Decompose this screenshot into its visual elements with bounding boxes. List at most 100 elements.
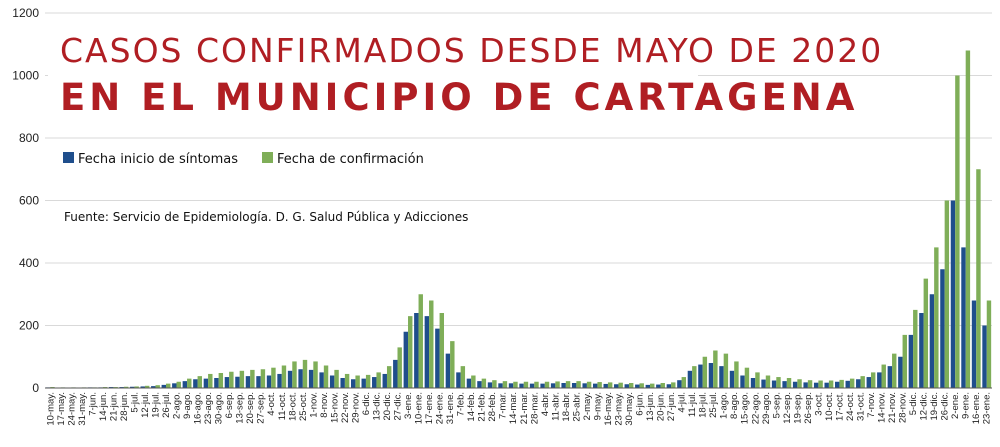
x-tick-label: 31-oct. xyxy=(855,392,866,421)
bar-confirmacion xyxy=(323,365,329,388)
x-tick-label: 3-oct. xyxy=(813,392,824,416)
x-tick-label: 9-ago. xyxy=(182,392,193,419)
x-tick-label: 27-dic. xyxy=(392,392,403,421)
bar-confirmacion xyxy=(723,353,729,389)
bar-sintomas xyxy=(508,383,514,388)
bar-sintomas xyxy=(719,366,724,389)
x-tick-label: 15-nov. xyxy=(329,392,340,423)
bar-sintomas xyxy=(877,372,882,389)
bar-confirmacion xyxy=(281,365,287,388)
x-tick-label: 10-ene. xyxy=(414,392,425,424)
bar-confirmacion xyxy=(155,385,160,388)
bar-confirmacion xyxy=(860,376,865,389)
y-tick-label: 0 xyxy=(32,381,39,395)
bar-confirmacion xyxy=(650,383,655,389)
legend-swatch-sintomas xyxy=(63,152,74,163)
bar-confirmacion xyxy=(955,75,960,388)
bar-sintomas xyxy=(645,384,651,389)
bar-sintomas xyxy=(435,328,440,389)
x-tick-label: 24-ene. xyxy=(435,392,446,424)
bar-sintomas xyxy=(224,377,230,388)
bar-sintomas xyxy=(792,381,798,388)
x-tick-label: 22-nov. xyxy=(340,392,351,423)
bar-confirmacion xyxy=(818,380,823,388)
x-tick-label: 19-dic. xyxy=(929,392,940,421)
bar-confirmacion xyxy=(702,356,708,388)
bar-sintomas xyxy=(182,381,188,389)
x-tick-label: 27-jun. xyxy=(666,392,677,421)
bar-sintomas xyxy=(477,381,482,389)
x-tick-label: 27-sep. xyxy=(256,392,267,424)
x-tick-label: 5-dic. xyxy=(908,392,919,415)
bar-confirmacion xyxy=(671,382,676,389)
legend-label-sintomas: Fecha inicio de síntomas xyxy=(78,152,238,167)
bar-confirmacion xyxy=(744,367,750,388)
x-tick-label: 26-dic. xyxy=(940,392,951,421)
bar-sintomas xyxy=(866,377,871,388)
bar-sintomas xyxy=(582,383,587,388)
bar-sintomas xyxy=(929,294,935,388)
x-tick-label: 19-jul. xyxy=(150,392,161,418)
bar-sintomas xyxy=(919,313,924,388)
x-tick-label: 11-abr. xyxy=(550,392,561,421)
bar-confirmacion xyxy=(713,350,718,388)
x-tick-label: 4-jul. xyxy=(677,392,688,413)
x-tick-label: 4-oct. xyxy=(266,392,277,416)
bar-sintomas xyxy=(813,382,819,388)
bar-sintomas xyxy=(761,379,766,388)
bar-sintomas xyxy=(971,300,977,388)
x-tick-label: 20-dic. xyxy=(382,392,393,421)
bar-confirmacion xyxy=(755,372,760,389)
bar-confirmacion xyxy=(492,380,497,388)
x-tick-label: 26-sep. xyxy=(803,392,814,424)
x-tick-label: 6-dic. xyxy=(361,392,372,415)
bar-sintomas xyxy=(571,383,577,388)
bar-confirmacion xyxy=(944,200,950,388)
x-tick-label: 18-jul. xyxy=(698,392,709,418)
bar-confirmacion xyxy=(776,377,781,388)
x-tick-label: 13-sep. xyxy=(235,392,246,424)
x-tick-label: 28-mar. xyxy=(529,392,540,424)
bar-sintomas xyxy=(529,383,535,389)
bar-sintomas xyxy=(519,383,524,389)
bar-confirmacion xyxy=(976,169,981,388)
bar-confirmacion xyxy=(797,379,802,388)
x-tick-label: 20-jun. xyxy=(656,392,667,421)
bar-sintomas xyxy=(287,370,293,388)
bar-sintomas xyxy=(498,383,503,388)
bar-sintomas xyxy=(277,373,282,388)
bar-confirmacion xyxy=(607,382,613,389)
bar-confirmacion xyxy=(166,383,171,389)
x-tick-label: 14-mar. xyxy=(508,392,519,424)
x-tick-label: 6-jun. xyxy=(635,392,646,416)
bar-confirmacion xyxy=(923,278,929,389)
bar-confirmacion xyxy=(892,353,897,389)
x-tick-label: 5-jul. xyxy=(129,392,140,413)
bar-sintomas xyxy=(214,378,219,388)
bar-sintomas xyxy=(193,379,198,388)
bar-confirmacion xyxy=(576,381,581,389)
bar-sintomas xyxy=(835,381,840,388)
x-tick-label: 17-ene. xyxy=(424,392,435,424)
bar-confirmacion xyxy=(765,375,771,388)
bar-confirmacion xyxy=(429,300,434,388)
bar-confirmacion xyxy=(555,381,560,388)
x-tick-label: 28-nov. xyxy=(898,392,909,423)
title-background xyxy=(48,26,698,118)
bar-confirmacion xyxy=(176,381,181,388)
x-tick-label: 8-nov. xyxy=(319,392,330,418)
bar-confirmacion xyxy=(881,364,886,388)
bar-sintomas xyxy=(172,383,177,388)
bar-confirmacion xyxy=(639,383,644,388)
bar-sintomas xyxy=(445,353,451,389)
bar-sintomas xyxy=(487,382,493,389)
bar-confirmacion xyxy=(376,372,381,389)
bar-sintomas xyxy=(950,200,956,388)
bar-confirmacion xyxy=(397,347,402,389)
bar-sintomas xyxy=(961,247,966,389)
x-tick-label: 28-jun. xyxy=(119,392,130,421)
x-tick-label: 1-nov. xyxy=(308,392,319,418)
bar-confirmacion xyxy=(271,367,276,388)
bar-sintomas xyxy=(466,378,472,389)
